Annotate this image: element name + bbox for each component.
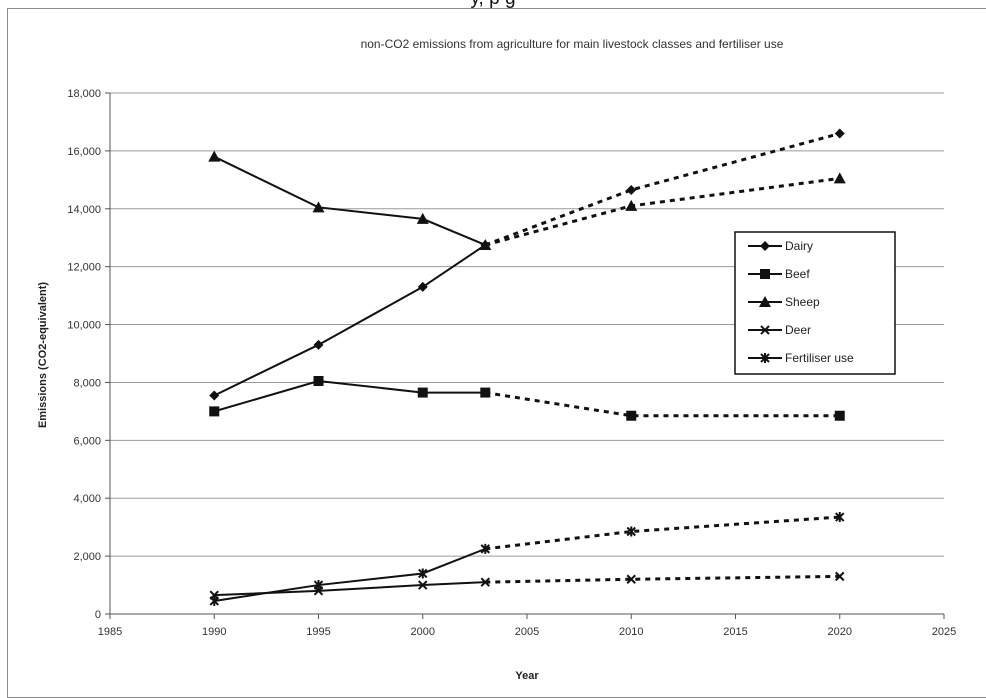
legend-label: Dairy (785, 239, 813, 253)
legend-label: Deer (785, 323, 811, 337)
x-tick-labels: 1985 1990 1995 2000 2005 2010 2015 2020 2025 (98, 614, 956, 638)
x-marker (480, 577, 491, 587)
x-tick-label: 2010 (619, 626, 643, 638)
series-line-actual (213, 379, 486, 413)
x-axis-label: Year (515, 670, 539, 682)
star-marker (835, 512, 845, 523)
y-tick-label: 14,000 (67, 204, 101, 216)
square-marker (834, 410, 845, 421)
square-marker (626, 410, 637, 421)
y-tick-labels: 0 2,000 4,000 6,000 8,000 10,000 12,000 14,000 1… (67, 88, 110, 621)
x-marker (760, 325, 770, 335)
series-line-projected (485, 574, 840, 584)
star-marker (418, 568, 428, 579)
series-line-projected (485, 391, 840, 418)
star-marker (313, 580, 324, 591)
legend-label: Fertiliser use (785, 351, 854, 365)
legend: Dairy Beef Sheep Deer Fertiliser use (734, 231, 896, 375)
diamond-marker (760, 241, 770, 251)
legend-label: Sheep (785, 295, 820, 309)
x-tick-label: 2015 (723, 626, 747, 638)
x-tick-label: 2000 (411, 626, 435, 638)
y-tick-label: 6,000 (73, 435, 101, 447)
y-tick-label: 12,000 (67, 262, 101, 274)
triangle-marker (208, 150, 221, 162)
chart-title: non-CO2 emissions from agriculture for m… (361, 37, 784, 51)
cropped-page-text: y, p g (0, 0, 986, 10)
series-line-projected (485, 515, 840, 551)
x-tick-label: 2005 (515, 626, 539, 638)
star-marker (626, 526, 636, 537)
diamond-marker (834, 128, 845, 139)
diamond-marker (417, 281, 428, 292)
square-marker (417, 387, 428, 398)
series-line-actual (214, 581, 486, 597)
series-line-actual (214, 547, 486, 602)
square-marker (480, 387, 491, 398)
triangle-marker (312, 201, 325, 213)
square-marker (209, 406, 220, 417)
triangle-marker (479, 238, 492, 250)
y-tick-label: 16,000 (67, 146, 101, 158)
series-markers (208, 128, 846, 606)
y-tick-label: 2,000 (73, 551, 101, 563)
y-tick-label: 4,000 (73, 493, 101, 505)
y-axis-label: Emissions (CO2-equivalent) (37, 282, 49, 428)
square-marker (760, 269, 770, 279)
triangle-marker (833, 172, 846, 184)
x-marker (418, 580, 428, 590)
diamond-marker (626, 184, 637, 195)
y-tick-label: 10,000 (67, 320, 101, 332)
x-tick-label: 2025 (932, 626, 956, 638)
series-lines (213, 132, 841, 602)
x-marker (626, 574, 636, 584)
diamond-marker (209, 390, 220, 401)
series-line-actual (213, 244, 486, 397)
legend-label: Beef (785, 267, 810, 281)
triangle-marker (625, 199, 638, 211)
x-tick-label: 1990 (202, 626, 226, 638)
diamond-marker (313, 339, 324, 350)
x-tick-label: 2020 (828, 626, 852, 638)
x-tick-label: 1995 (306, 626, 330, 638)
triangle-marker (416, 212, 429, 224)
square-marker (313, 375, 324, 386)
star-marker (480, 543, 491, 554)
star-marker (209, 595, 219, 606)
x-marker (835, 571, 845, 582)
y-tick-label: 0 (95, 609, 101, 621)
series-line-projected (484, 132, 841, 247)
x-tick-label: 1985 (98, 626, 122, 638)
y-tick-label: 18,000 (67, 88, 101, 100)
star-marker (760, 353, 770, 363)
triangle-marker (759, 296, 771, 307)
series-line-actual (213, 155, 486, 246)
y-tick-label: 8,000 (73, 377, 101, 389)
